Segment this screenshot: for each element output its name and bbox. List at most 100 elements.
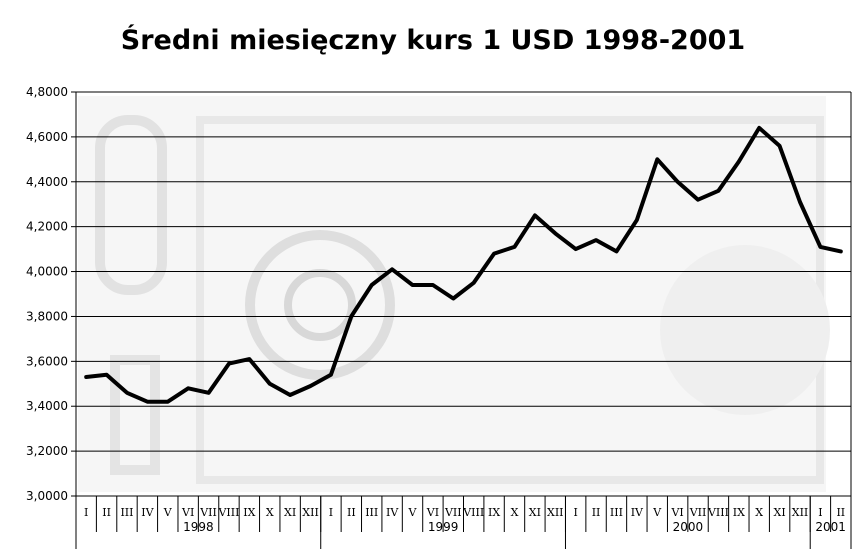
y-tick-label: 3,8000 — [26, 309, 68, 323]
x-tick-label: XI — [774, 506, 786, 519]
data-point — [757, 126, 761, 130]
x-tick-label: II — [836, 506, 845, 519]
y-tick-label: 3,6000 — [26, 354, 68, 368]
x-tick-label: III — [365, 506, 378, 519]
data-point — [533, 213, 537, 217]
data-point — [655, 157, 659, 161]
x-tick-label: II — [592, 506, 601, 519]
data-point — [818, 245, 822, 249]
data-point — [737, 160, 741, 164]
x-tick-label: VII — [444, 506, 462, 519]
x-tick-label: X — [511, 506, 519, 519]
data-point — [676, 180, 680, 184]
y-tick-label: 4,8000 — [26, 85, 68, 99]
x-tick-label: VII — [199, 506, 217, 519]
data-point — [125, 391, 129, 395]
x-tick-label: II — [102, 506, 111, 519]
x-tick-label: VI — [181, 506, 194, 519]
x-tick-label: VIII — [707, 506, 729, 519]
data-point — [105, 373, 109, 377]
data-point — [839, 249, 843, 253]
y-tick-label: 3,4000 — [26, 399, 68, 413]
x-tick-label: X — [266, 506, 274, 519]
data-point — [268, 382, 272, 386]
x-tick-label: V — [408, 506, 418, 519]
data-point — [635, 218, 639, 222]
data-point — [186, 386, 190, 390]
watermark-portrait — [660, 245, 830, 415]
x-tick-label: X — [755, 506, 763, 519]
data-point — [492, 252, 496, 256]
data-point — [329, 373, 333, 377]
banknote-watermark — [78, 96, 830, 492]
x-tick-label: III — [120, 506, 133, 519]
x-tick-label: VII — [689, 506, 707, 519]
data-point — [778, 144, 782, 148]
x-tick-label: IX — [488, 506, 500, 519]
x-tick-label: IX — [733, 506, 745, 519]
data-point — [574, 247, 578, 251]
data-point — [145, 400, 149, 404]
series — [84, 125, 843, 404]
x-tick-label: VI — [670, 506, 683, 519]
data-point — [553, 231, 557, 235]
x-tick-label: VIII — [462, 506, 484, 519]
data-point — [614, 249, 618, 253]
data-point — [247, 357, 251, 361]
y-tick-label: 3,2000 — [26, 444, 68, 458]
x-tick-label: I — [818, 506, 822, 519]
data-point — [309, 384, 313, 388]
year-label: 1999 — [428, 520, 459, 534]
data-point — [390, 267, 394, 271]
y-tick-label: 3,0000 — [26, 489, 68, 503]
data-point — [512, 245, 516, 249]
x-tick-labels: I II III IV V VI VII VIII IX X XI XII I II III IV V VI VII… — [75, 496, 852, 532]
y-tick-label: 4,0000 — [26, 265, 68, 279]
data-point — [798, 200, 802, 204]
chart-title: Średni miesięczny kurs 1 USD 1998-2001 — [121, 24, 745, 56]
x-tick-label: V — [163, 506, 173, 519]
data-point — [696, 198, 700, 202]
data-point — [227, 362, 231, 366]
data-point — [288, 393, 292, 397]
data-point — [370, 283, 374, 287]
x-tick-label: I — [573, 506, 577, 519]
x-tick-label: IV — [141, 506, 154, 519]
watermark-digits — [95, 115, 167, 295]
year-label: 2000 — [673, 520, 704, 534]
watermark-mark — [110, 355, 160, 475]
x-tick-label: XI — [529, 506, 541, 519]
watermark-rosette — [245, 230, 395, 380]
x-tick-label: XII — [302, 506, 319, 519]
y-tick-label: 4,6000 — [26, 130, 68, 144]
data-point — [451, 296, 455, 300]
data-point — [84, 375, 88, 379]
x-tick-label: V — [652, 506, 662, 519]
data-point — [166, 400, 170, 404]
data-point — [411, 283, 415, 287]
x-tick-label: VI — [426, 506, 439, 519]
y-tick-label: 4,2000 — [26, 220, 68, 234]
year-labels: 1998 1999 2000 2001 — [75, 496, 852, 549]
y-tick-labels: 3,0000 3,2000 3,4000 3,6000 3,8000 4,0000 4,20… — [26, 85, 68, 503]
year-label: 1998 — [183, 520, 214, 534]
data-point — [349, 314, 353, 318]
x-tick-label: II — [347, 506, 356, 519]
x-tick-label: XII — [792, 506, 809, 519]
data-point — [472, 281, 476, 285]
x-tick-label: III — [610, 506, 623, 519]
year-label: 2001 — [815, 520, 846, 534]
data-point — [207, 391, 211, 395]
x-tick-label: I — [329, 506, 333, 519]
y-tick-label: 4,4000 — [26, 175, 68, 189]
x-tick-label: IX — [243, 506, 255, 519]
series-line — [84, 125, 843, 404]
data-point — [431, 283, 435, 287]
x-tick-label: XI — [284, 506, 296, 519]
data-point — [594, 238, 598, 242]
x-tick-label: VIII — [217, 506, 239, 519]
data-point — [716, 189, 720, 193]
x-tick-label: I — [84, 506, 88, 519]
